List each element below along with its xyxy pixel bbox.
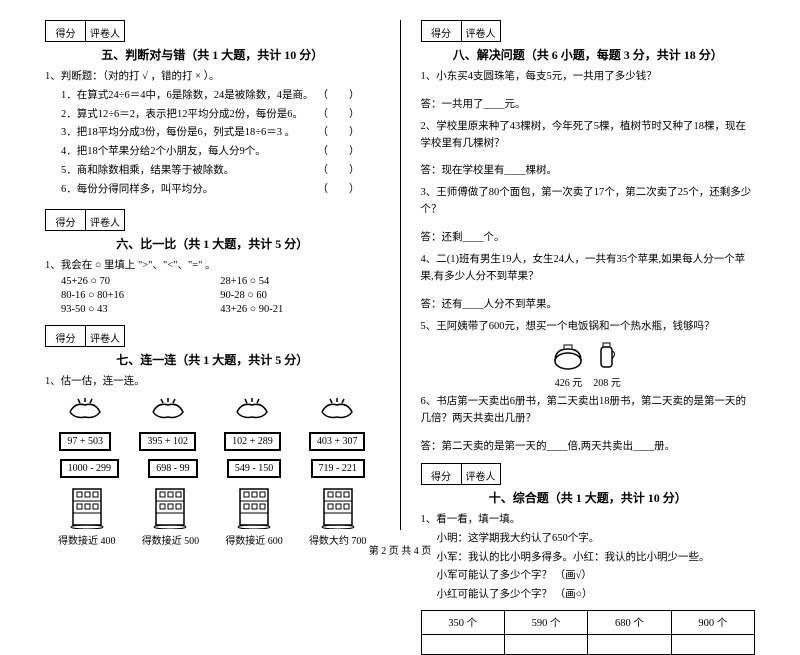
s6-intro: 1、我会在 ○ 里填上 ">"、"<"、"=" 。 xyxy=(45,258,380,275)
building-icon xyxy=(67,484,107,529)
calc-box: 698 - 99 xyxy=(148,459,197,478)
building-item: 得数接近 400 xyxy=(58,484,116,547)
a4: 答：还有____人分不到苹果。 xyxy=(421,296,756,311)
score-cell: 得分 xyxy=(421,20,461,42)
products: 426 元 208 元 xyxy=(421,339,756,390)
s5-item: 1．在算式24÷6＝4中，6是除数，24是被除数，4是商。（ ） xyxy=(45,88,380,105)
price2: 208 元 xyxy=(593,378,621,389)
s10-line: 小红可能认了多少个字？ （画○） xyxy=(421,587,756,604)
rice-cooker-icon xyxy=(551,339,586,371)
section8-title: 八、解决问题（共 6 小题，每题 3 分，共计 18 分） xyxy=(421,46,756,63)
q3: 3、王师傅做了80个面包，第一次卖了17个，第二次卖了25个，还剩多少个？ xyxy=(421,185,756,219)
thermos-icon xyxy=(589,339,624,371)
building-item: 得数大约 700 xyxy=(309,484,367,547)
score-cell: 得分 xyxy=(421,463,461,485)
score-cell: 得分 xyxy=(45,20,85,42)
price1: 426 元 xyxy=(555,378,583,389)
grader-cell: 评卷人 xyxy=(85,325,125,347)
answer-table: 350 个590 个680 个900 个 xyxy=(421,610,756,655)
s5-item: 5．商和除数相乘，结果等于被除数。（ ） xyxy=(45,163,380,180)
q5: 5、王阿姨带了600元，想买一个电饭锅和一个热水瓶，钱够吗？ xyxy=(421,319,756,336)
grader-cell: 评卷人 xyxy=(461,20,501,42)
score-cell: 得分 xyxy=(45,209,85,231)
building-icon xyxy=(150,484,190,529)
s5-item: 3．把18平均分成3份，每份是6，列式是18÷6＝3 。（ ） xyxy=(45,125,380,142)
building-icon xyxy=(234,484,274,529)
hand-item: 102 + 289 xyxy=(210,397,295,451)
q4: 4、二(1)班有男生19人，女生24人，一共有35个苹果,如果每人分一个苹果,有… xyxy=(421,252,756,286)
s10-intro: 1、看一看，填一填。 xyxy=(421,512,756,529)
compare: 45+26 ○ 70 xyxy=(61,276,220,287)
a1: 答：一共用了____元。 xyxy=(421,96,756,111)
hand-item: 97 + 503 xyxy=(45,397,125,451)
dove-icon xyxy=(148,397,188,427)
dove-icon xyxy=(65,397,105,427)
grader-cell: 评卷人 xyxy=(85,20,125,42)
grader-cell: 评卷人 xyxy=(461,463,501,485)
dove-icon xyxy=(317,397,357,427)
q1: 1、小东买4支圆珠笔，每支5元，一共用了多少钱？ xyxy=(421,69,756,86)
building-item: 得数接近 600 xyxy=(225,484,283,547)
score-cell: 得分 xyxy=(45,325,85,347)
q2: 2、学校里原来种了43棵树，今年死了5棵，植树节时又种了18棵，现在学校里有几棵… xyxy=(421,119,756,153)
section7-title: 七、连一连（共 1 大题，共计 5 分） xyxy=(45,351,380,368)
building-icon xyxy=(318,484,358,529)
compare: 43+26 ○ 90-21 xyxy=(220,304,379,315)
compare: 28+16 ○ 54 xyxy=(220,276,379,287)
calc-box: 719 - 221 xyxy=(311,459,365,478)
hand-item: 403 + 307 xyxy=(295,397,380,451)
dove-icon xyxy=(232,397,272,427)
s5-intro: 1、判断题：（对的打 √ ，错的打 × ）。 xyxy=(45,69,380,86)
s5-item: 4．把18个苹果分给2个小朋友，每人分9个。（ ） xyxy=(45,144,380,161)
a2: 答：现在学校里有____棵树。 xyxy=(421,162,756,177)
section10-title: 十、综合题（共 1 大题，共计 10 分） xyxy=(421,489,756,506)
grader-cell: 评卷人 xyxy=(85,209,125,231)
calc-box: 1000 - 299 xyxy=(60,459,119,478)
section5-title: 五、判断对与错（共 1 大题，共计 10 分） xyxy=(45,46,380,63)
hand-item: 395 + 102 xyxy=(125,397,210,451)
compare: 90-28 ○ 60 xyxy=(220,290,379,301)
compare: 80-16 ○ 80+16 xyxy=(61,290,220,301)
a3: 答：还剩____个。 xyxy=(421,229,756,244)
s10-line: 小军可能认了多少个字？ （画√） xyxy=(421,568,756,585)
page-footer: 第 2 页 共 4 页 xyxy=(0,542,800,557)
calc-box: 549 - 150 xyxy=(227,459,281,478)
building-item: 得数接近 500 xyxy=(142,484,200,547)
compare: 93-50 ○ 43 xyxy=(61,304,220,315)
s5-item: 2．算式12÷6＝2，表示把12平均分成2份，每份是6。（ ） xyxy=(45,107,380,124)
s7-intro: 1、估一估，连一连。 xyxy=(45,374,380,391)
section6-title: 六、比一比（共 1 大题，共计 5 分） xyxy=(45,235,380,252)
q6: 6、书店第一天卖出6册书，第二天卖出18册书，第二天卖的是第一天的几倍？两天共卖… xyxy=(421,394,756,428)
a6: 答：第二天卖的是第一天的____倍,两天共卖出____册。 xyxy=(421,438,756,453)
s5-item: 6．每份分得同样多，叫平均分。（ ） xyxy=(45,182,380,199)
